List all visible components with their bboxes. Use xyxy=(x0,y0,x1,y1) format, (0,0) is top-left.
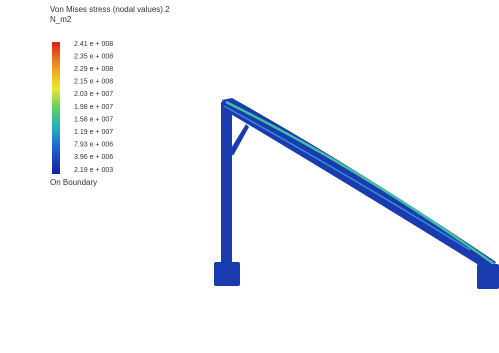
legend-label: 1.98 e + 007 xyxy=(74,104,113,111)
legend-label: 2.19 e + 003 xyxy=(74,167,113,174)
legend-label: 1.19 e + 007 xyxy=(74,129,113,136)
right-base xyxy=(477,264,499,289)
legend-label: 2.15 e + 008 xyxy=(74,79,113,86)
color-bar xyxy=(52,42,60,174)
page: Von Mises stress (nodal values).2 N_m2 2… xyxy=(0,0,499,353)
legend-label: 7.93 e + 006 xyxy=(74,142,113,149)
legend-label: 2.35 e + 008 xyxy=(74,53,113,60)
left-base xyxy=(214,262,240,286)
viewport: Von Mises stress (nodal values).2 N_m2 2… xyxy=(0,0,499,353)
legend-label: 3.96 e + 006 xyxy=(74,154,113,161)
legend-label: 1.58 e + 007 xyxy=(74,116,113,123)
legend-unit: N_m2 xyxy=(50,15,72,24)
legend-label: 2.41 e + 008 xyxy=(74,41,113,48)
legend-footer: On Boundary xyxy=(50,178,97,187)
legend-title: Von Mises stress (nodal values).2 xyxy=(50,5,170,14)
post xyxy=(221,102,232,267)
legend-label: 2.03 e + 007 xyxy=(74,91,113,98)
legend-label: 2.29 e + 008 xyxy=(74,66,113,73)
